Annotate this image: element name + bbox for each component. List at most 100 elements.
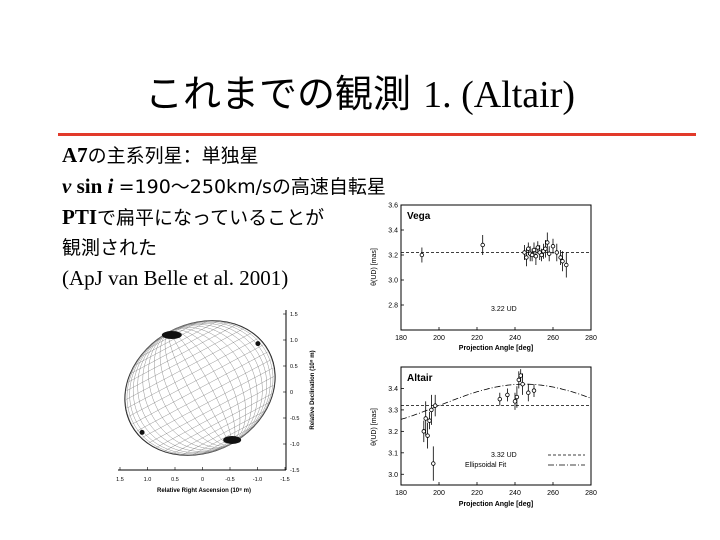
vega-data-point — [522, 250, 527, 255]
altair-legend-ud: 3.32 UD — [491, 452, 517, 459]
ellipsoid-ytick-label: -1.5 — [290, 468, 299, 474]
line2-text: =190〜250km/sの高速自転星 — [118, 176, 386, 198]
altair-ticks: 180 200 220 240 260 280 3.0 3.1 3.2 3.3 3.4 — [388, 386, 597, 497]
altair-ytick-label: 3.2 — [388, 429, 398, 436]
ellipsoid-meridian — [132, 331, 231, 454]
vega-data-point — [531, 247, 537, 253]
altair-data-point — [429, 407, 434, 413]
ellipsoid-edge-marker — [255, 341, 261, 347]
ellipsoid-meridian — [169, 330, 236, 445]
ellipsoid-meridian — [154, 331, 231, 448]
ellipsoid-ytick-label: 1.0 — [290, 338, 298, 344]
ellipsoid-frame — [118, 310, 287, 471]
ellipsoid-parallel — [192, 418, 260, 456]
ellipsoid-pole-marker — [223, 435, 242, 444]
vega-data-point — [535, 245, 540, 250]
v-symbol: v — [62, 174, 72, 198]
altair-data-point — [531, 388, 537, 393]
ellipsoid-meridian — [169, 324, 263, 445]
ellipsoid-figure: 1.5 1.0 0.5 0 -0.5 -1.0 -1.5 1.5 1.0 0.5 0 -0.5 -1.0… — [116, 310, 316, 494]
vega-ytick-label: 3.6 — [388, 203, 398, 210]
ellipsoid-ytick-label: -1.0 — [290, 442, 299, 448]
line-spectral-type: A7の主系列星：単独星 — [62, 140, 386, 171]
vega-data-point — [524, 255, 529, 260]
ellipsoid-meridian — [159, 331, 231, 447]
altair-data-point — [514, 394, 520, 400]
altair-ytick-label: 3.0 — [388, 472, 398, 479]
ellipsoid-meridian — [169, 321, 271, 445]
vega-ytick-label: 3.4 — [388, 228, 398, 235]
line-vsini: v sin i =190〜250km/sの高速自転星 — [62, 171, 386, 202]
vega-title: Vega — [407, 211, 431, 222]
vega-data-point — [545, 240, 550, 245]
line-observed: 観測された — [62, 237, 158, 259]
ellipsoid-meridian — [125, 331, 231, 456]
ellipsoid-xtick-label: 0.5 — [171, 477, 179, 483]
ellipsoid-edge-marker — [139, 429, 145, 435]
i-symbol: i — [107, 174, 114, 198]
altair-xtick-label: 280 — [585, 490, 597, 497]
ellipsoid-ytick-label: 1.5 — [290, 312, 298, 318]
ellipsoid-xlabel: Relative Right Ascension (10⁸ m) — [157, 488, 251, 494]
altair-data-point — [432, 403, 438, 408]
slide-body: A7の主系列星：単独星 v sin i =190〜250km/sの高速自転星 P… — [62, 140, 386, 293]
ellipsoid-meridian — [164, 331, 231, 446]
vega-frame — [400, 204, 592, 331]
altair-xtick-label: 200 — [433, 490, 445, 497]
altair-data-point — [512, 399, 518, 404]
ellipsoid-meridian — [169, 320, 275, 445]
vega-ylabel: θ(UD) [mas] — [371, 248, 378, 286]
altair-data-point — [421, 429, 426, 434]
ellipsoid-meridian — [169, 328, 246, 445]
line1-text: の主系列星：単独星 — [87, 145, 259, 167]
ellipsoid-meridian — [148, 331, 231, 449]
vega-ytick-label: 3.0 — [388, 278, 398, 285]
vega-data-point — [526, 246, 531, 251]
vega-data-point — [543, 246, 548, 251]
ellipsoid-meridian — [126, 331, 231, 455]
sin-symbol: sin — [76, 174, 103, 198]
ellipsoid-parallel — [135, 321, 218, 366]
vega-data-point — [546, 251, 552, 256]
ellipsoid-meridian — [168, 331, 231, 445]
altair-data-point — [497, 396, 502, 402]
vega-data-point — [550, 244, 556, 249]
vega-data-point — [558, 255, 563, 260]
ellipsoid-grid — [124, 320, 276, 456]
ellipsoid-parallel — [140, 320, 208, 358]
vega-data-point — [554, 250, 559, 255]
ellipsoid-meridian — [169, 327, 252, 445]
vega-xtick-label: 280 — [585, 335, 597, 342]
vega-ticks: 180 200 220 240 260 280 2.8 3.0 3.2 3.4 3.6 — [388, 203, 597, 343]
vega-xtick-label: 240 — [509, 335, 521, 342]
altair-data-point — [425, 433, 430, 438]
altair-ytick-label: 3.3 — [388, 407, 398, 414]
altair-xtick-label: 260 — [547, 490, 559, 497]
pti-label: PTI — [62, 205, 98, 229]
vega-data-point — [419, 252, 425, 258]
altair-data-point — [427, 418, 432, 423]
ellipsoid-meridian — [142, 331, 231, 451]
ellipsoid-xtick-label: -0.5 — [225, 477, 234, 483]
vega-data-point — [529, 252, 535, 258]
vega-xtick-label: 180 — [395, 335, 407, 342]
vega-ud-label: 3.22 UD — [491, 306, 517, 313]
vega-plot: Vega 180 200 220 240 260 280 2.8 3.0 3.2 3.4 3.6 3… — [371, 203, 597, 353]
line-pti: PTIで扁平になっていることが — [62, 202, 386, 233]
vega-xtick-label: 260 — [547, 335, 559, 342]
altair-xtick-label: 180 — [395, 490, 407, 497]
vega-xlabel: Projection Angle [deg] — [459, 345, 533, 352]
altair-xlabel: Projection Angle [deg] — [459, 501, 533, 508]
altair-ytick-label: 3.1 — [388, 450, 398, 457]
slide-title: これまでの観測 1. (Altair) — [0, 72, 720, 117]
altair-xtick-label: 240 — [509, 490, 521, 497]
altair-xtick-label: 220 — [471, 490, 483, 497]
ellipsoid-ytick-label: 0 — [290, 390, 293, 396]
vega-ytick-label: 3.2 — [388, 253, 398, 260]
altair-data-point — [423, 416, 428, 421]
altair-data-point — [505, 392, 510, 398]
ellipsoid-ytick-label: -0.5 — [290, 416, 299, 422]
altair-legend: 3.32 UD Ellipsoidal Fit — [465, 452, 585, 469]
ellipsoid-xtick-label: 1.5 — [116, 477, 124, 483]
ellipsoid-xtick-label: 1.0 — [144, 477, 152, 483]
